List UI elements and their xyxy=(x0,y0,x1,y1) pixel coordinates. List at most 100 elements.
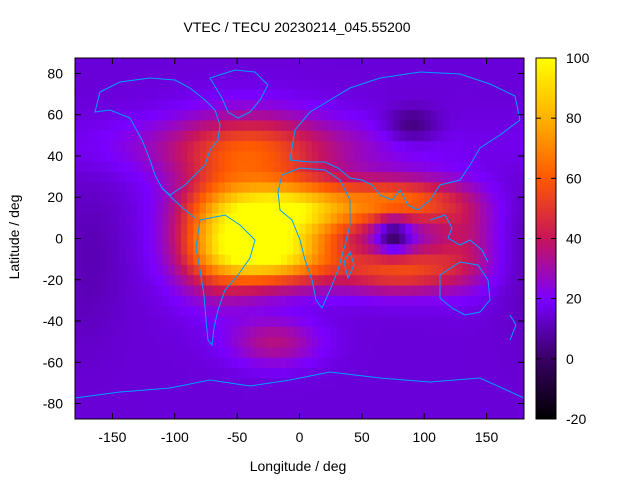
heatmap-cell xyxy=(118,88,126,100)
heatmap-cell xyxy=(311,68,319,80)
heatmap-cell xyxy=(449,212,457,224)
heatmap-cell xyxy=(143,202,151,214)
heatmap-cell xyxy=(143,161,151,173)
heatmap-cell xyxy=(411,315,419,327)
heatmap-cell xyxy=(280,223,288,234)
heatmap-cell xyxy=(480,305,488,317)
heatmap-cell xyxy=(474,388,481,399)
heatmap-cell xyxy=(149,346,157,358)
heatmap-cell xyxy=(417,223,425,234)
heatmap-cell xyxy=(449,243,457,255)
heatmap-cell xyxy=(461,181,469,193)
heatmap-cell xyxy=(274,150,282,162)
heatmap-cell xyxy=(205,223,213,234)
heatmap-cell xyxy=(174,377,182,389)
heatmap-cell xyxy=(305,357,313,369)
heatmap-cell xyxy=(411,150,419,162)
heatmap-cell xyxy=(243,408,251,419)
heatmap-cell xyxy=(87,202,95,214)
heatmap-cell xyxy=(430,119,438,131)
heatmap-cell xyxy=(517,326,524,338)
heatmap-cell xyxy=(461,233,469,245)
heatmap-cell xyxy=(162,78,170,90)
heatmap-cell xyxy=(399,109,407,121)
heatmap-cell xyxy=(193,274,201,286)
heatmap-cell xyxy=(205,264,213,276)
heatmap-cell xyxy=(131,326,138,338)
heatmap-cell xyxy=(461,408,469,419)
heatmap-cell xyxy=(293,233,301,245)
heatmap-cell xyxy=(436,150,444,162)
heatmap-cell xyxy=(405,109,413,121)
heatmap-cell xyxy=(87,264,95,276)
heatmap-cell xyxy=(181,367,188,379)
heatmap-cell xyxy=(162,367,170,379)
heatmap-cell xyxy=(424,367,432,379)
heatmap-cell xyxy=(430,377,438,389)
heatmap-cell xyxy=(305,367,313,379)
heatmap-cell xyxy=(417,109,425,121)
heatmap-cell xyxy=(168,274,176,286)
heatmap-cell xyxy=(268,233,276,245)
heatmap-cell xyxy=(118,295,126,307)
heatmap-cell xyxy=(411,78,419,90)
heatmap-cell xyxy=(442,357,450,369)
heatmap-cell xyxy=(517,223,524,234)
heatmap-cell xyxy=(305,119,313,131)
heatmap-cell xyxy=(243,68,251,80)
heatmap-cell xyxy=(486,357,494,369)
heatmap-cell xyxy=(181,295,188,307)
heatmap-cell xyxy=(143,346,151,358)
heatmap-cell xyxy=(461,161,469,173)
heatmap-cell xyxy=(81,315,89,327)
heatmap-cell xyxy=(137,377,145,389)
heatmap-cell xyxy=(243,398,251,410)
heatmap-cell xyxy=(499,346,506,358)
heatmap-cell xyxy=(492,253,500,265)
heatmap-cell xyxy=(480,233,488,245)
heatmap-cell xyxy=(280,388,288,399)
heatmap-cell xyxy=(262,130,269,142)
heatmap-cell xyxy=(280,181,288,193)
heatmap-cell xyxy=(492,212,500,224)
heatmap-cell xyxy=(311,99,319,111)
heatmap-cell xyxy=(399,68,407,80)
heatmap-cell xyxy=(324,243,332,255)
heatmap-cell xyxy=(187,408,195,419)
heatmap-cell xyxy=(268,326,276,338)
heatmap-cell xyxy=(461,119,469,131)
heatmap-cell xyxy=(143,253,151,265)
heatmap-cell xyxy=(156,88,163,100)
heatmap-cell xyxy=(486,68,494,80)
heatmap-cell xyxy=(124,326,132,338)
heatmap-cell xyxy=(368,58,375,69)
heatmap-cell xyxy=(137,264,145,276)
heatmap-cell xyxy=(131,78,138,90)
heatmap-cell xyxy=(149,119,157,131)
heatmap-cell xyxy=(368,99,375,111)
heatmap-cell xyxy=(474,326,481,338)
heatmap-cell xyxy=(399,264,407,276)
heatmap-cell xyxy=(81,99,89,111)
heatmap-cell xyxy=(93,398,101,410)
heatmap-cell xyxy=(156,181,163,193)
heatmap-cell xyxy=(168,171,176,183)
heatmap-cell xyxy=(455,130,463,142)
heatmap-cell xyxy=(324,377,332,389)
heatmap-cell xyxy=(393,202,400,214)
heatmap-cell xyxy=(174,315,182,327)
heatmap-cell xyxy=(436,181,444,193)
heatmap-cell xyxy=(405,408,413,419)
heatmap-cell xyxy=(174,284,182,296)
heatmap-cell xyxy=(137,243,145,255)
heatmap-cell xyxy=(255,284,263,296)
heatmap-cell xyxy=(393,367,400,379)
heatmap-cell xyxy=(455,398,463,410)
heatmap-cell xyxy=(505,202,513,214)
heatmap-cell xyxy=(143,99,151,111)
heatmap-cell xyxy=(442,161,450,173)
heatmap-cell xyxy=(193,119,201,131)
heatmap-cell xyxy=(87,192,95,203)
heatmap-cell xyxy=(174,78,182,90)
heatmap-cell xyxy=(262,315,269,327)
